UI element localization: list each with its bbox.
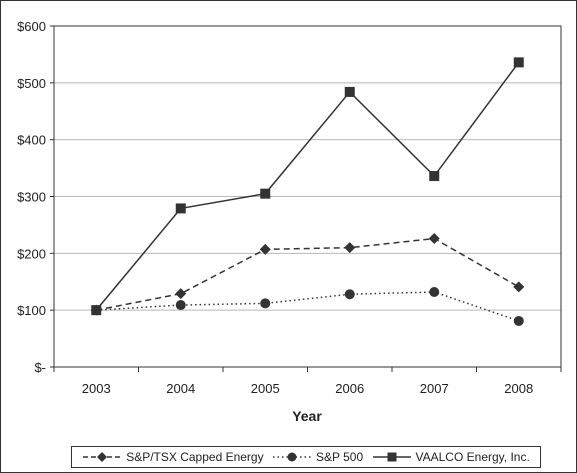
legend-label-sp500: S&P 500: [315, 450, 364, 464]
x-tick-label: 2008: [504, 381, 533, 396]
y-tick-label: $600: [17, 19, 46, 34]
data-point: [91, 305, 102, 316]
y-tick-label: $-: [34, 360, 46, 375]
data-point: [175, 300, 186, 311]
series-line-1: [96, 291, 519, 322]
x-tick-label: 2003: [82, 381, 111, 396]
y-tick-label: $300: [17, 190, 46, 205]
data-point: [344, 86, 355, 97]
x-axis-title: Year: [292, 408, 322, 424]
data-point: [175, 288, 187, 300]
data-point: [259, 243, 271, 255]
dotted-circle-line-icon: [272, 452, 311, 462]
y-tick-label: $500: [17, 76, 46, 91]
solid-square-line-icon: [372, 452, 411, 462]
x-tick-label: 2005: [251, 381, 280, 396]
legend-item-vaalco: VAALCO Energy, Inc.: [372, 450, 530, 464]
data-point: [513, 57, 524, 68]
legend-item-sp500: S&P 500: [272, 450, 363, 464]
data-point: [260, 188, 271, 199]
data-point: [513, 281, 525, 293]
data-point: [513, 315, 524, 326]
y-tick-label: $100: [17, 303, 46, 318]
legend-label-tsx-energy: S&P/TSX Capped Energy: [126, 450, 264, 464]
y-tick-label: $200: [17, 246, 46, 261]
data-point: [260, 298, 271, 309]
x-tick-label: 2006: [335, 381, 364, 396]
series-line-2: [95, 61, 520, 311]
x-tick-label: 2004: [166, 381, 195, 396]
data-point: [344, 289, 355, 300]
data-point: [344, 242, 356, 254]
legend-item-tsx-energy: S&P/TSX Capped Energy: [82, 450, 264, 464]
dashed-diamond-line-icon: [83, 452, 122, 462]
legend: S&P/TSX Capped Energy S&P 500 VAALCO Ene…: [71, 446, 541, 468]
series-line-0: [96, 237, 520, 311]
x-tick-label: 2007: [420, 381, 449, 396]
data-point: [429, 171, 440, 182]
data-point: [175, 203, 186, 214]
data-point: [428, 233, 440, 245]
y-tick-label: $400: [17, 133, 46, 148]
legend-label-vaalco: VAALCO Energy, Inc.: [415, 450, 530, 464]
data-point: [429, 286, 440, 297]
